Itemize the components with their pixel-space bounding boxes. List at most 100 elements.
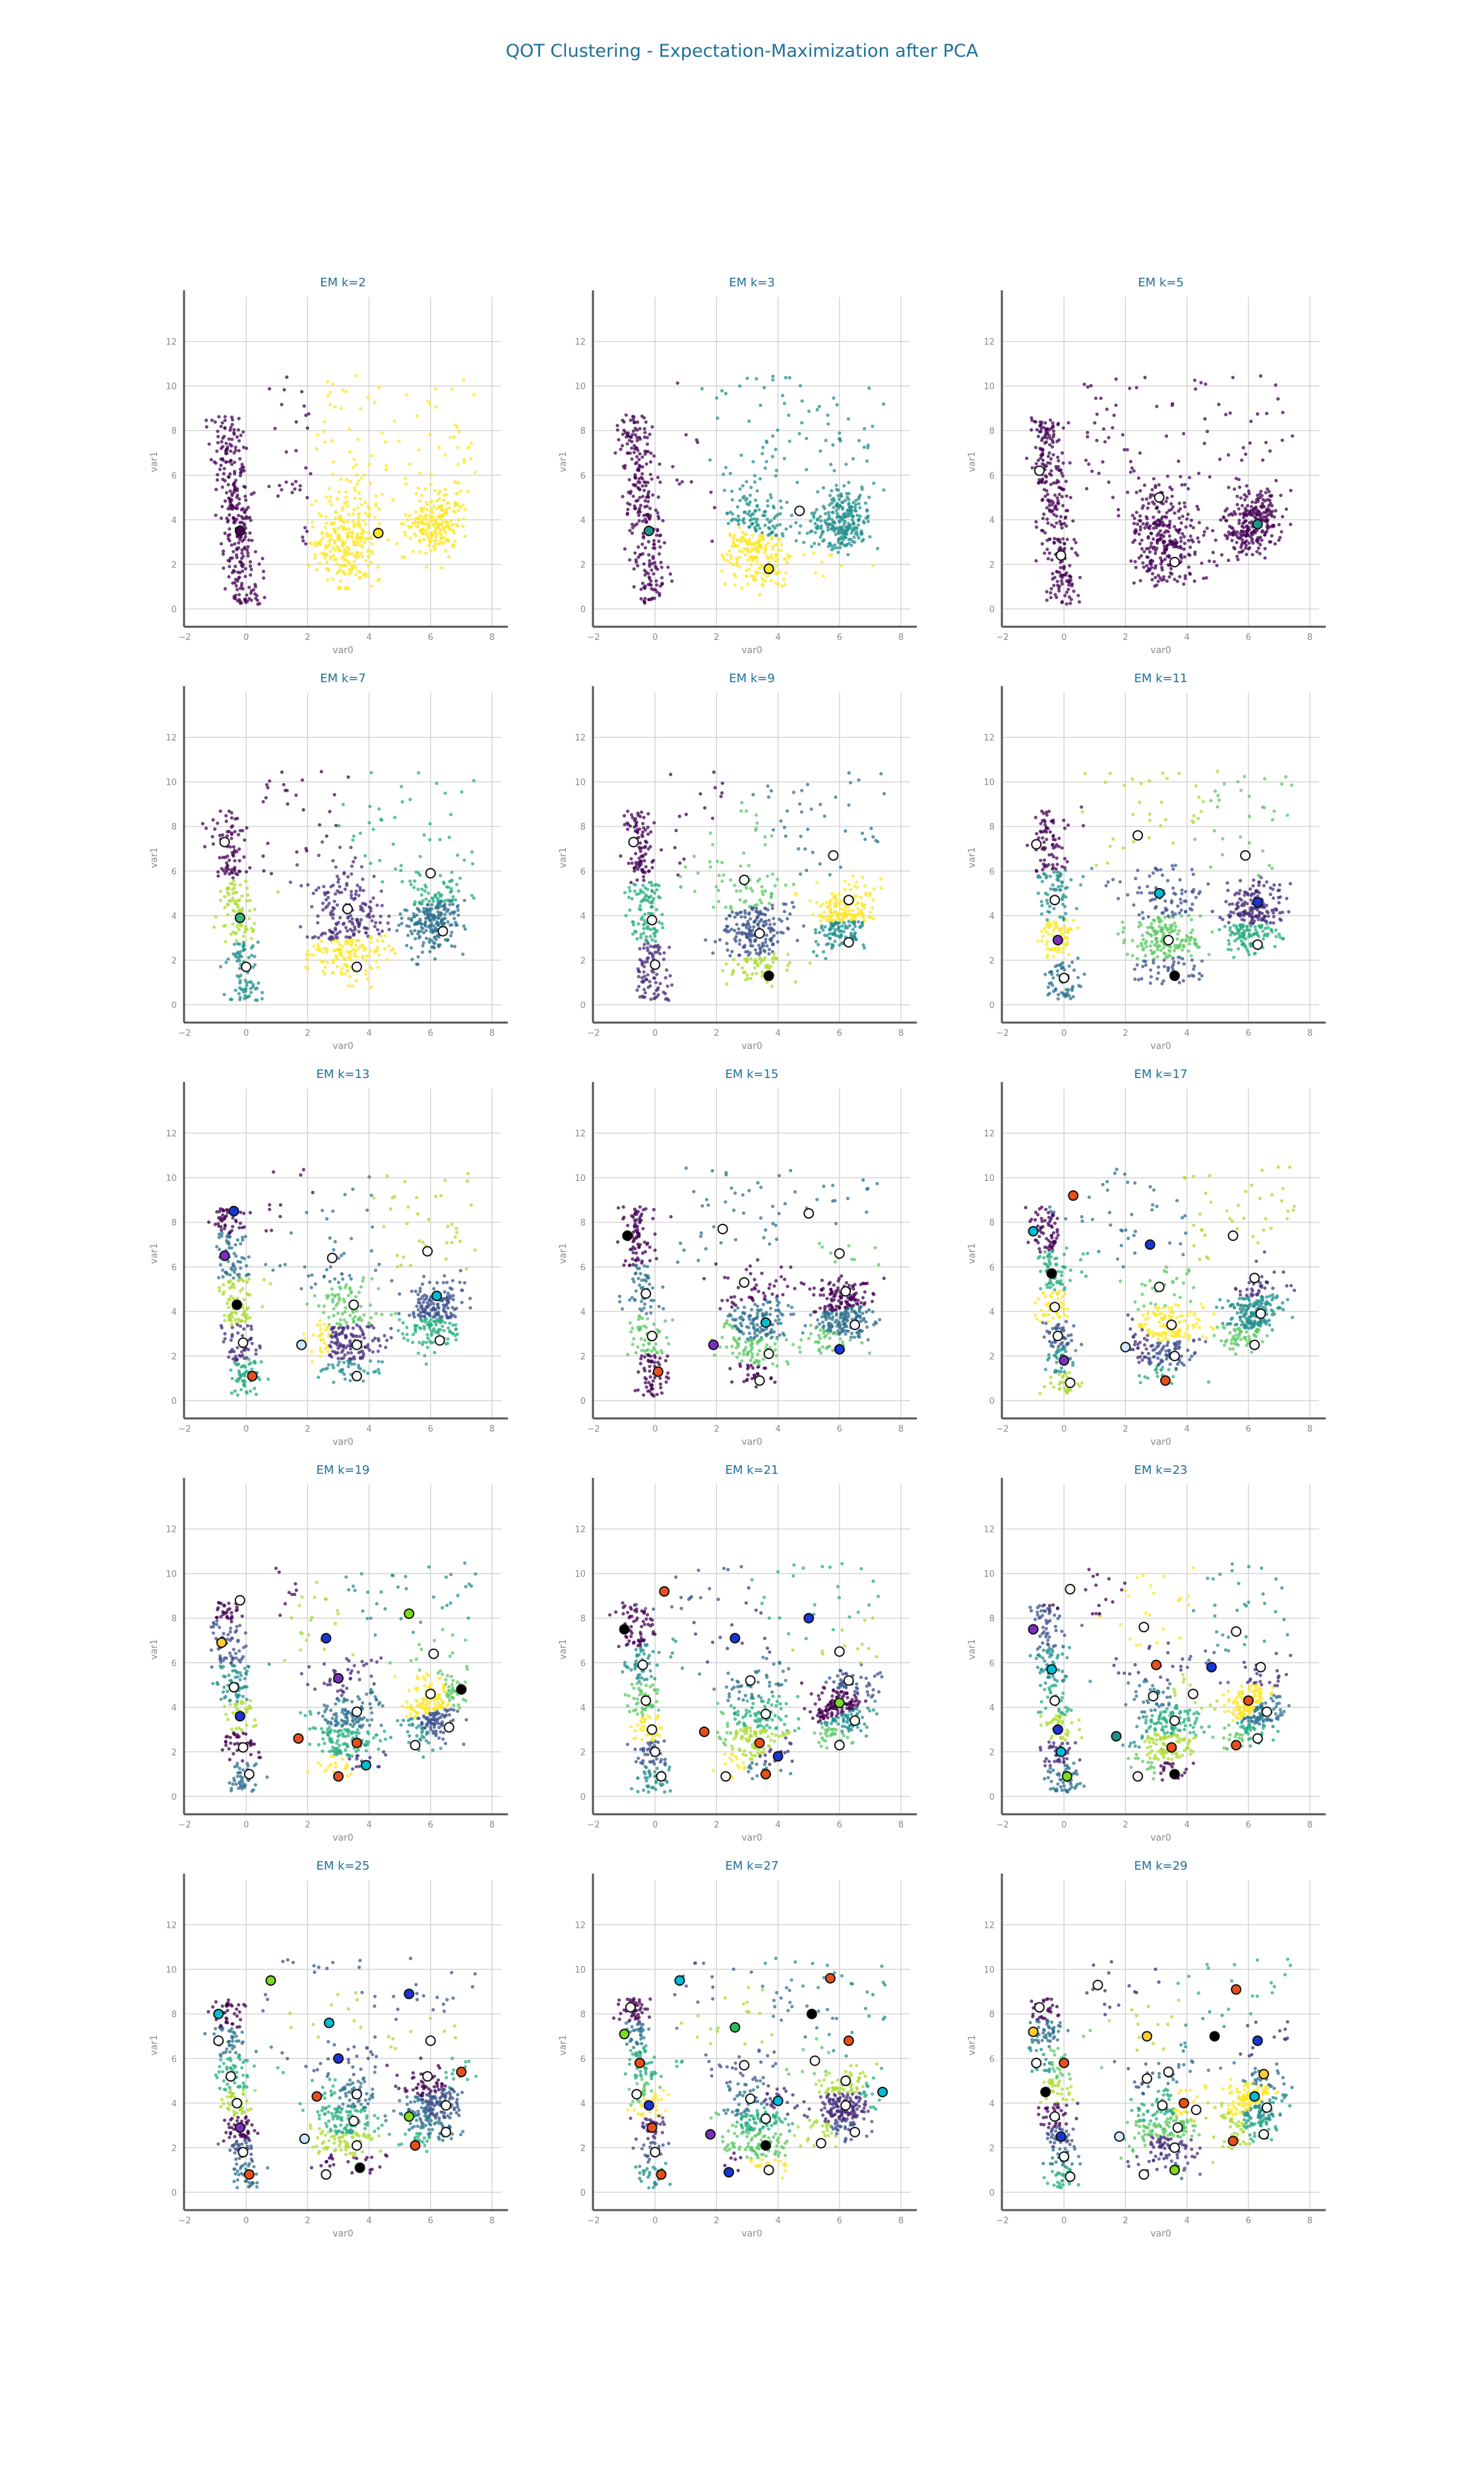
scatter-point bbox=[628, 503, 632, 507]
scatter-point bbox=[366, 574, 370, 578]
scatter-point bbox=[1149, 975, 1153, 979]
x-tick-label: −2 bbox=[996, 633, 1008, 643]
scatter-point bbox=[1123, 448, 1127, 452]
scatter-point bbox=[391, 947, 395, 951]
scatter-point bbox=[401, 522, 406, 526]
scatter-point bbox=[737, 927, 741, 931]
scatter-point bbox=[363, 854, 367, 858]
scatter-point bbox=[333, 528, 337, 532]
scatter-point bbox=[767, 556, 772, 560]
scatter-point bbox=[431, 930, 435, 935]
scatter-point bbox=[358, 525, 362, 529]
scatter-point bbox=[1247, 492, 1251, 495]
scatter-point bbox=[749, 957, 753, 961]
scatter-point bbox=[248, 560, 253, 564]
scatter-point bbox=[1141, 522, 1145, 526]
scatter-point bbox=[1170, 488, 1174, 492]
scatter-point bbox=[1055, 579, 1059, 583]
scatter-point bbox=[331, 959, 336, 963]
scatter-point bbox=[619, 447, 623, 451]
scatter-point bbox=[1244, 544, 1248, 548]
scatter-point bbox=[210, 418, 214, 422]
scatter-point bbox=[224, 491, 229, 495]
scatter-point bbox=[313, 553, 317, 557]
scatter-point bbox=[1051, 571, 1055, 576]
scatter-point bbox=[1236, 557, 1240, 561]
scatter-point bbox=[822, 910, 826, 914]
scatter-point bbox=[1264, 441, 1268, 445]
scatter-point bbox=[448, 435, 452, 439]
scatter-point bbox=[1048, 904, 1052, 908]
scatter-point bbox=[747, 567, 751, 571]
scatter-point bbox=[321, 969, 326, 973]
scatter-point bbox=[358, 570, 363, 574]
scatter-point bbox=[1200, 561, 1204, 565]
scatter-point bbox=[1259, 490, 1263, 493]
scatter-point bbox=[733, 883, 737, 887]
scatter-point bbox=[1152, 477, 1156, 481]
scatter-point bbox=[328, 542, 332, 547]
scatter-point bbox=[757, 508, 761, 512]
scatter-point bbox=[431, 544, 435, 548]
scatter-point bbox=[643, 596, 647, 600]
scatter-point bbox=[710, 816, 714, 820]
scatter-point bbox=[325, 578, 329, 582]
scatter-point bbox=[302, 404, 306, 408]
scatter-point bbox=[864, 891, 868, 895]
scatter-point bbox=[820, 530, 824, 534]
scatter-point bbox=[760, 901, 764, 905]
scatter-point bbox=[780, 542, 784, 547]
scatter-point bbox=[442, 904, 446, 908]
scatter-point bbox=[362, 473, 366, 477]
scatter-point bbox=[837, 437, 841, 441]
scatter-point bbox=[801, 924, 806, 928]
scatter-point bbox=[805, 468, 809, 472]
scatter-point bbox=[1114, 403, 1118, 407]
scatter-point bbox=[662, 951, 666, 955]
scatter-point bbox=[858, 514, 862, 518]
scatter-point bbox=[454, 898, 458, 902]
scatter-point bbox=[768, 922, 772, 926]
scatter-point bbox=[233, 859, 237, 863]
scatter-point bbox=[1161, 575, 1165, 579]
scatter-point bbox=[1241, 521, 1245, 525]
scatter-point bbox=[671, 464, 675, 468]
scatter-point bbox=[363, 511, 367, 515]
scatter-point bbox=[639, 860, 643, 864]
scatter-point bbox=[293, 487, 297, 491]
scatter-point bbox=[347, 513, 351, 517]
scatter-point bbox=[713, 939, 718, 943]
scatter-point bbox=[323, 972, 326, 976]
scatter-point bbox=[285, 375, 289, 379]
scatter-point bbox=[443, 488, 447, 492]
scatter-point bbox=[456, 445, 460, 449]
scatter-point bbox=[377, 577, 381, 581]
scatter-point bbox=[232, 879, 235, 883]
scatter-point bbox=[636, 555, 640, 559]
scatter-point bbox=[1193, 837, 1197, 841]
scatter-point bbox=[851, 514, 855, 518]
scatter-point bbox=[1150, 940, 1154, 944]
scatter-point bbox=[661, 926, 665, 930]
scatter-point bbox=[819, 802, 822, 806]
scatter-point bbox=[652, 572, 656, 576]
scatter-point bbox=[397, 923, 401, 927]
scatter-point bbox=[452, 911, 456, 915]
scatter-point bbox=[412, 903, 416, 906]
scatter-points bbox=[619, 770, 886, 1002]
scatter-point bbox=[1042, 858, 1047, 862]
scatter-point bbox=[742, 510, 746, 514]
scatter-point bbox=[656, 986, 660, 990]
scatter-point bbox=[763, 550, 767, 555]
scatter-point bbox=[245, 928, 249, 932]
scatter-point bbox=[261, 854, 265, 858]
scatter-point bbox=[834, 484, 838, 488]
scatter-point bbox=[319, 939, 323, 943]
x-tick-label: 2 bbox=[714, 633, 719, 643]
cluster-center bbox=[646, 914, 658, 926]
scatter-point bbox=[866, 519, 870, 523]
scatter-point bbox=[246, 893, 250, 897]
scatter-point bbox=[230, 811, 233, 815]
scatter-point bbox=[770, 903, 774, 907]
